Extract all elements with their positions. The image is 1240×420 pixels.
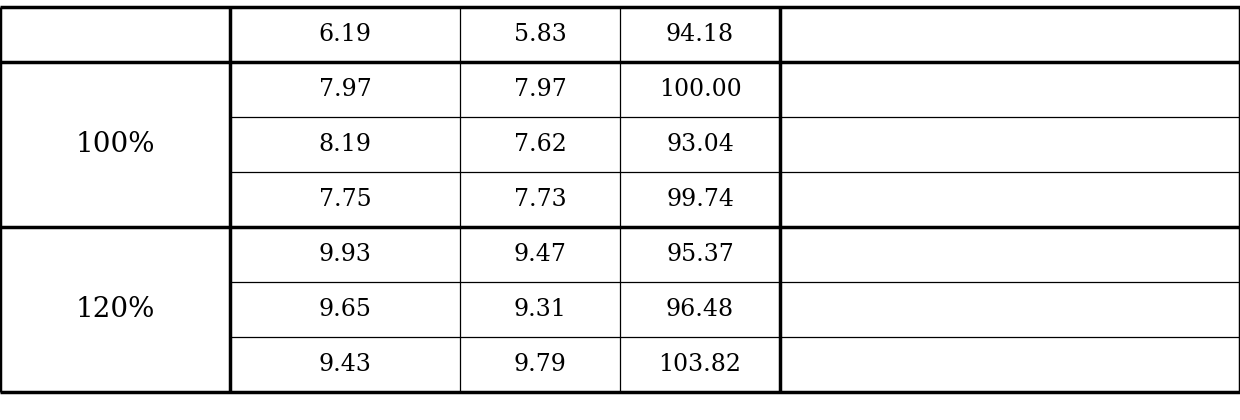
Text: 9.43: 9.43 xyxy=(319,353,372,376)
Text: 7.62: 7.62 xyxy=(513,133,567,156)
Text: 7.73: 7.73 xyxy=(513,188,567,211)
Text: 7.97: 7.97 xyxy=(513,78,567,101)
Text: 96.48: 96.48 xyxy=(666,298,734,321)
Text: 103.82: 103.82 xyxy=(658,353,742,376)
Text: 93.04: 93.04 xyxy=(666,133,734,156)
Text: 9.31: 9.31 xyxy=(513,298,567,321)
Text: 8.19: 8.19 xyxy=(319,133,372,156)
Text: 7.97: 7.97 xyxy=(319,78,371,101)
Text: 99.74: 99.74 xyxy=(666,188,734,211)
Text: 120%: 120% xyxy=(76,296,155,323)
Text: 7.75: 7.75 xyxy=(319,188,371,211)
Text: 9.65: 9.65 xyxy=(319,298,372,321)
Text: 9.47: 9.47 xyxy=(513,243,567,266)
Text: 100%: 100% xyxy=(76,131,155,158)
Text: 9.79: 9.79 xyxy=(513,353,567,376)
Text: 94.18: 94.18 xyxy=(666,23,734,46)
Text: 100.00: 100.00 xyxy=(658,78,742,101)
Text: 6.19: 6.19 xyxy=(319,23,372,46)
Text: 5.83: 5.83 xyxy=(513,23,567,46)
Text: 9.93: 9.93 xyxy=(319,243,372,266)
Text: 95.37: 95.37 xyxy=(666,243,734,266)
